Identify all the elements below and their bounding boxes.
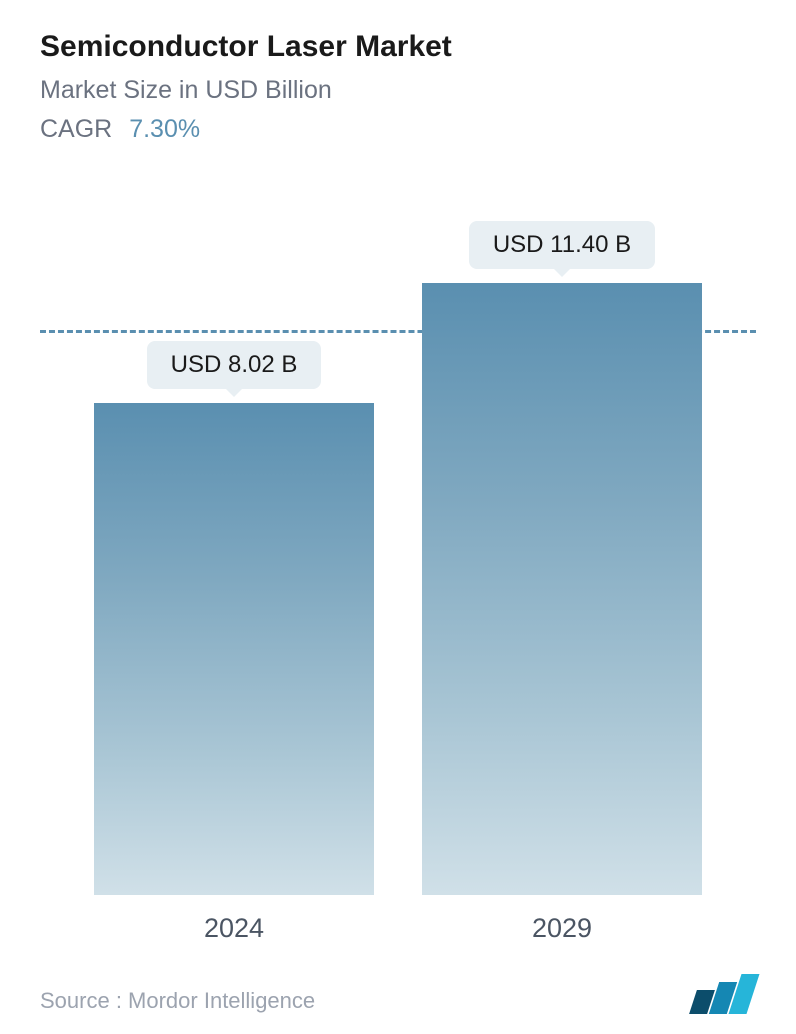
bar-year-1: 2029 <box>532 913 592 944</box>
cagr-value: 7.30% <box>129 115 200 143</box>
chart-area: USD 8.02 B 2024 USD 11.40 B 2029 <box>40 184 756 964</box>
bar-1 <box>422 283 702 895</box>
bar-year-0: 2024 <box>204 913 264 944</box>
bar-value-label-1: USD 11.40 B <box>469 221 655 269</box>
bar-group-0: USD 8.02 B 2024 <box>94 341 374 944</box>
chart-subtitle: Market Size in USD Billion <box>40 76 756 105</box>
source-text: Source : Mordor Intelligence <box>40 988 315 1014</box>
brand-logo <box>693 974 756 1014</box>
cagr-label: CAGR <box>40 115 112 143</box>
cagr-line: CAGR 7.30% <box>40 115 756 144</box>
chart-header: Semiconductor Laser Market Market Size i… <box>40 30 756 144</box>
chart-container: Semiconductor Laser Market Market Size i… <box>0 0 796 1034</box>
chart-footer: Source : Mordor Intelligence <box>40 964 756 1014</box>
bar-0 <box>94 403 374 895</box>
chart-title: Semiconductor Laser Market <box>40 30 756 64</box>
bar-group-1: USD 11.40 B 2029 <box>422 221 702 944</box>
bar-value-label-0: USD 8.02 B <box>147 341 322 389</box>
